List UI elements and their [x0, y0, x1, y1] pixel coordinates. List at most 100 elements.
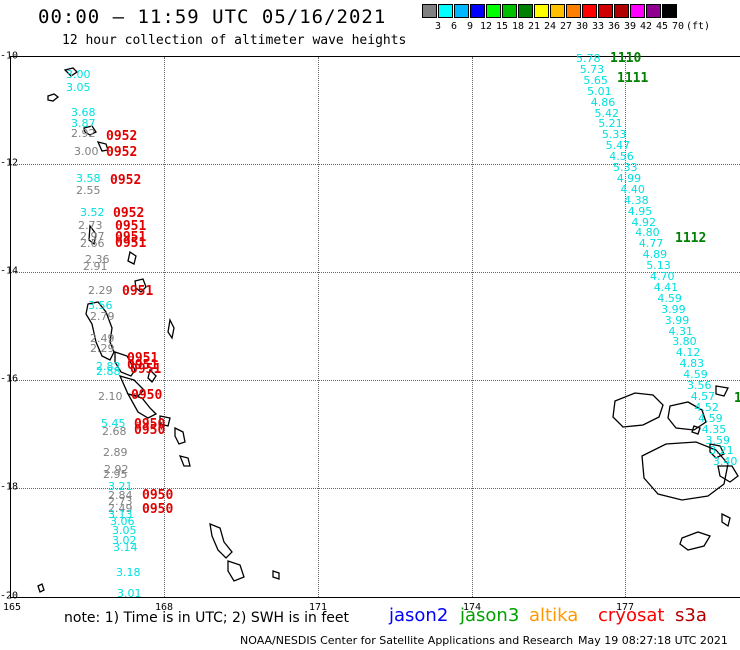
wave-height-label: 5.13	[646, 259, 671, 273]
pass-time-label: 0952	[110, 173, 142, 188]
color-scale-label: 27	[559, 21, 573, 32]
wave-height-label: 3.00	[66, 68, 91, 81]
wave-height-label: 4.83	[679, 357, 705, 371]
color-scale-label: 9	[466, 21, 474, 32]
color-swatch	[454, 4, 469, 18]
wave-height-label: 2.92	[104, 463, 129, 476]
grid-line-171	[318, 57, 319, 597]
pass-time-label: 1112	[675, 231, 707, 246]
pass-time-label: 0952	[106, 129, 138, 144]
pass-time-label: 0952	[106, 145, 138, 160]
wave-height-label: 3.80	[672, 335, 697, 349]
wave-height-label: 3.58	[76, 172, 101, 185]
y-tick-label: -10	[0, 50, 19, 62]
generated-timestamp: May 19 08:27:18 UTC 2021	[578, 634, 728, 647]
pass-time-label: 0950	[134, 423, 166, 438]
wave-height-label: 3.59	[705, 433, 731, 447]
wave-height-label: 2.49	[90, 332, 115, 345]
pass-time-label: 0951	[115, 236, 147, 251]
wave-height-label: 2.73	[108, 495, 133, 508]
wave-height-label: 4.59	[683, 368, 708, 382]
coastline-map	[37, 67, 739, 593]
map-plot-area	[10, 56, 740, 598]
color-swatch	[646, 4, 661, 18]
wave-height-label: 3.21	[108, 480, 133, 493]
wave-height-label: 4.77	[638, 237, 664, 251]
wave-height-label: 2.97	[80, 230, 105, 243]
wave-height-label: 4.31	[668, 324, 694, 338]
wave-height-label: 4.56	[609, 150, 634, 164]
wave-height-label: 3.05	[66, 81, 91, 94]
wave-height-label: 2.84	[108, 489, 133, 502]
color-scale-label: 45	[655, 21, 669, 32]
color-swatch	[582, 4, 597, 18]
wave-height-label: 3.56	[687, 379, 712, 392]
wave-height-label: 2.82	[96, 360, 121, 373]
pass-time-label: 0950	[134, 417, 166, 432]
color-scale-label: 6	[450, 21, 458, 32]
color-swatch	[534, 4, 549, 18]
pass-time-label: 0950	[142, 502, 174, 517]
grid-line-168	[164, 57, 165, 597]
wave-height-label: 2.55	[76, 184, 101, 197]
wave-height-label: 4.86	[590, 95, 616, 109]
color-scale-label: 39	[623, 21, 637, 32]
pass-time-label: 1110	[610, 51, 642, 66]
wave-height-label: 3.99	[661, 302, 686, 316]
pass-time-label: 0950	[142, 488, 174, 503]
grid-line-18s	[11, 488, 740, 489]
pass-time-label: 0952	[113, 206, 145, 221]
wave-height-label: 4.35	[701, 422, 727, 436]
pass-time-label: 1113	[734, 391, 740, 406]
pass-time-label: 0951	[127, 351, 159, 366]
y-tick-label: -20	[0, 590, 19, 602]
color-swatch	[518, 4, 533, 18]
wave-height-label: 2.89	[103, 446, 128, 459]
grid-line-177	[625, 57, 626, 597]
color-swatch	[470, 4, 485, 18]
color-swatch	[502, 4, 517, 18]
color-swatch	[566, 4, 581, 18]
color-swatch	[662, 4, 677, 18]
grid-line-16s	[11, 380, 740, 381]
x-tick-label: 165	[2, 602, 22, 613]
wave-height-label: 4.70	[650, 270, 675, 283]
wave-height-label: 4.38	[624, 193, 649, 207]
wave-height-label: 2.36	[85, 253, 110, 266]
wave-height-label: 3.52	[80, 206, 105, 219]
wave-height-label: 4.59	[657, 291, 682, 305]
color-swatch	[550, 4, 565, 18]
wave-height-label: 5.21	[598, 117, 623, 131]
wave-height-label: 2.92	[71, 127, 96, 140]
wave-height-label: 3.21	[709, 444, 734, 458]
wave-height-label: 2.10	[98, 390, 123, 403]
wave-height-label: 2.73	[78, 219, 103, 232]
wave-height-label: 3.01	[117, 587, 142, 600]
color-scale-label: 18	[511, 21, 525, 32]
grid-line-14s	[11, 272, 740, 273]
pass-time-label: 0951	[115, 230, 147, 245]
x-tick-label: 177	[615, 602, 635, 613]
wave-height-label: 3.87	[71, 117, 96, 130]
satellite-legend-jason3: jason3	[460, 605, 520, 626]
color-scale-label: 24	[543, 21, 557, 32]
wave-height-label: 3.18	[116, 566, 141, 579]
x-tick-label: 168	[154, 602, 174, 613]
color-scale-label: 3	[434, 21, 442, 32]
color-scale-label: (ft)	[685, 21, 711, 32]
y-tick-label: -14	[0, 265, 19, 277]
color-swatch	[486, 4, 501, 18]
color-scale-label: 15	[495, 21, 509, 32]
wave-height-label: 2.91	[83, 260, 108, 273]
wave-height-label: 2.88	[96, 365, 121, 378]
wave-height-label: 3.56	[88, 299, 113, 312]
color-scale-label: 36	[607, 21, 621, 32]
wave-height-label: 2.49	[108, 502, 133, 515]
wave-height-label: 4.95	[627, 204, 653, 218]
map-subtitle: 12 hour collection of altimeter wave hei…	[62, 33, 407, 48]
color-scale-label: 33	[591, 21, 605, 32]
wave-height-label: 3.02	[112, 534, 137, 547]
wave-height-label: 4.40	[620, 182, 645, 196]
color-swatch	[438, 4, 453, 18]
wave-height-label: 3.99	[664, 313, 690, 327]
